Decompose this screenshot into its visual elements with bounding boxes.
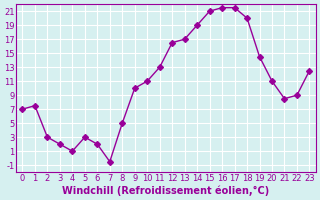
X-axis label: Windchill (Refroidissement éolien,°C): Windchill (Refroidissement éolien,°C)	[62, 185, 269, 196]
